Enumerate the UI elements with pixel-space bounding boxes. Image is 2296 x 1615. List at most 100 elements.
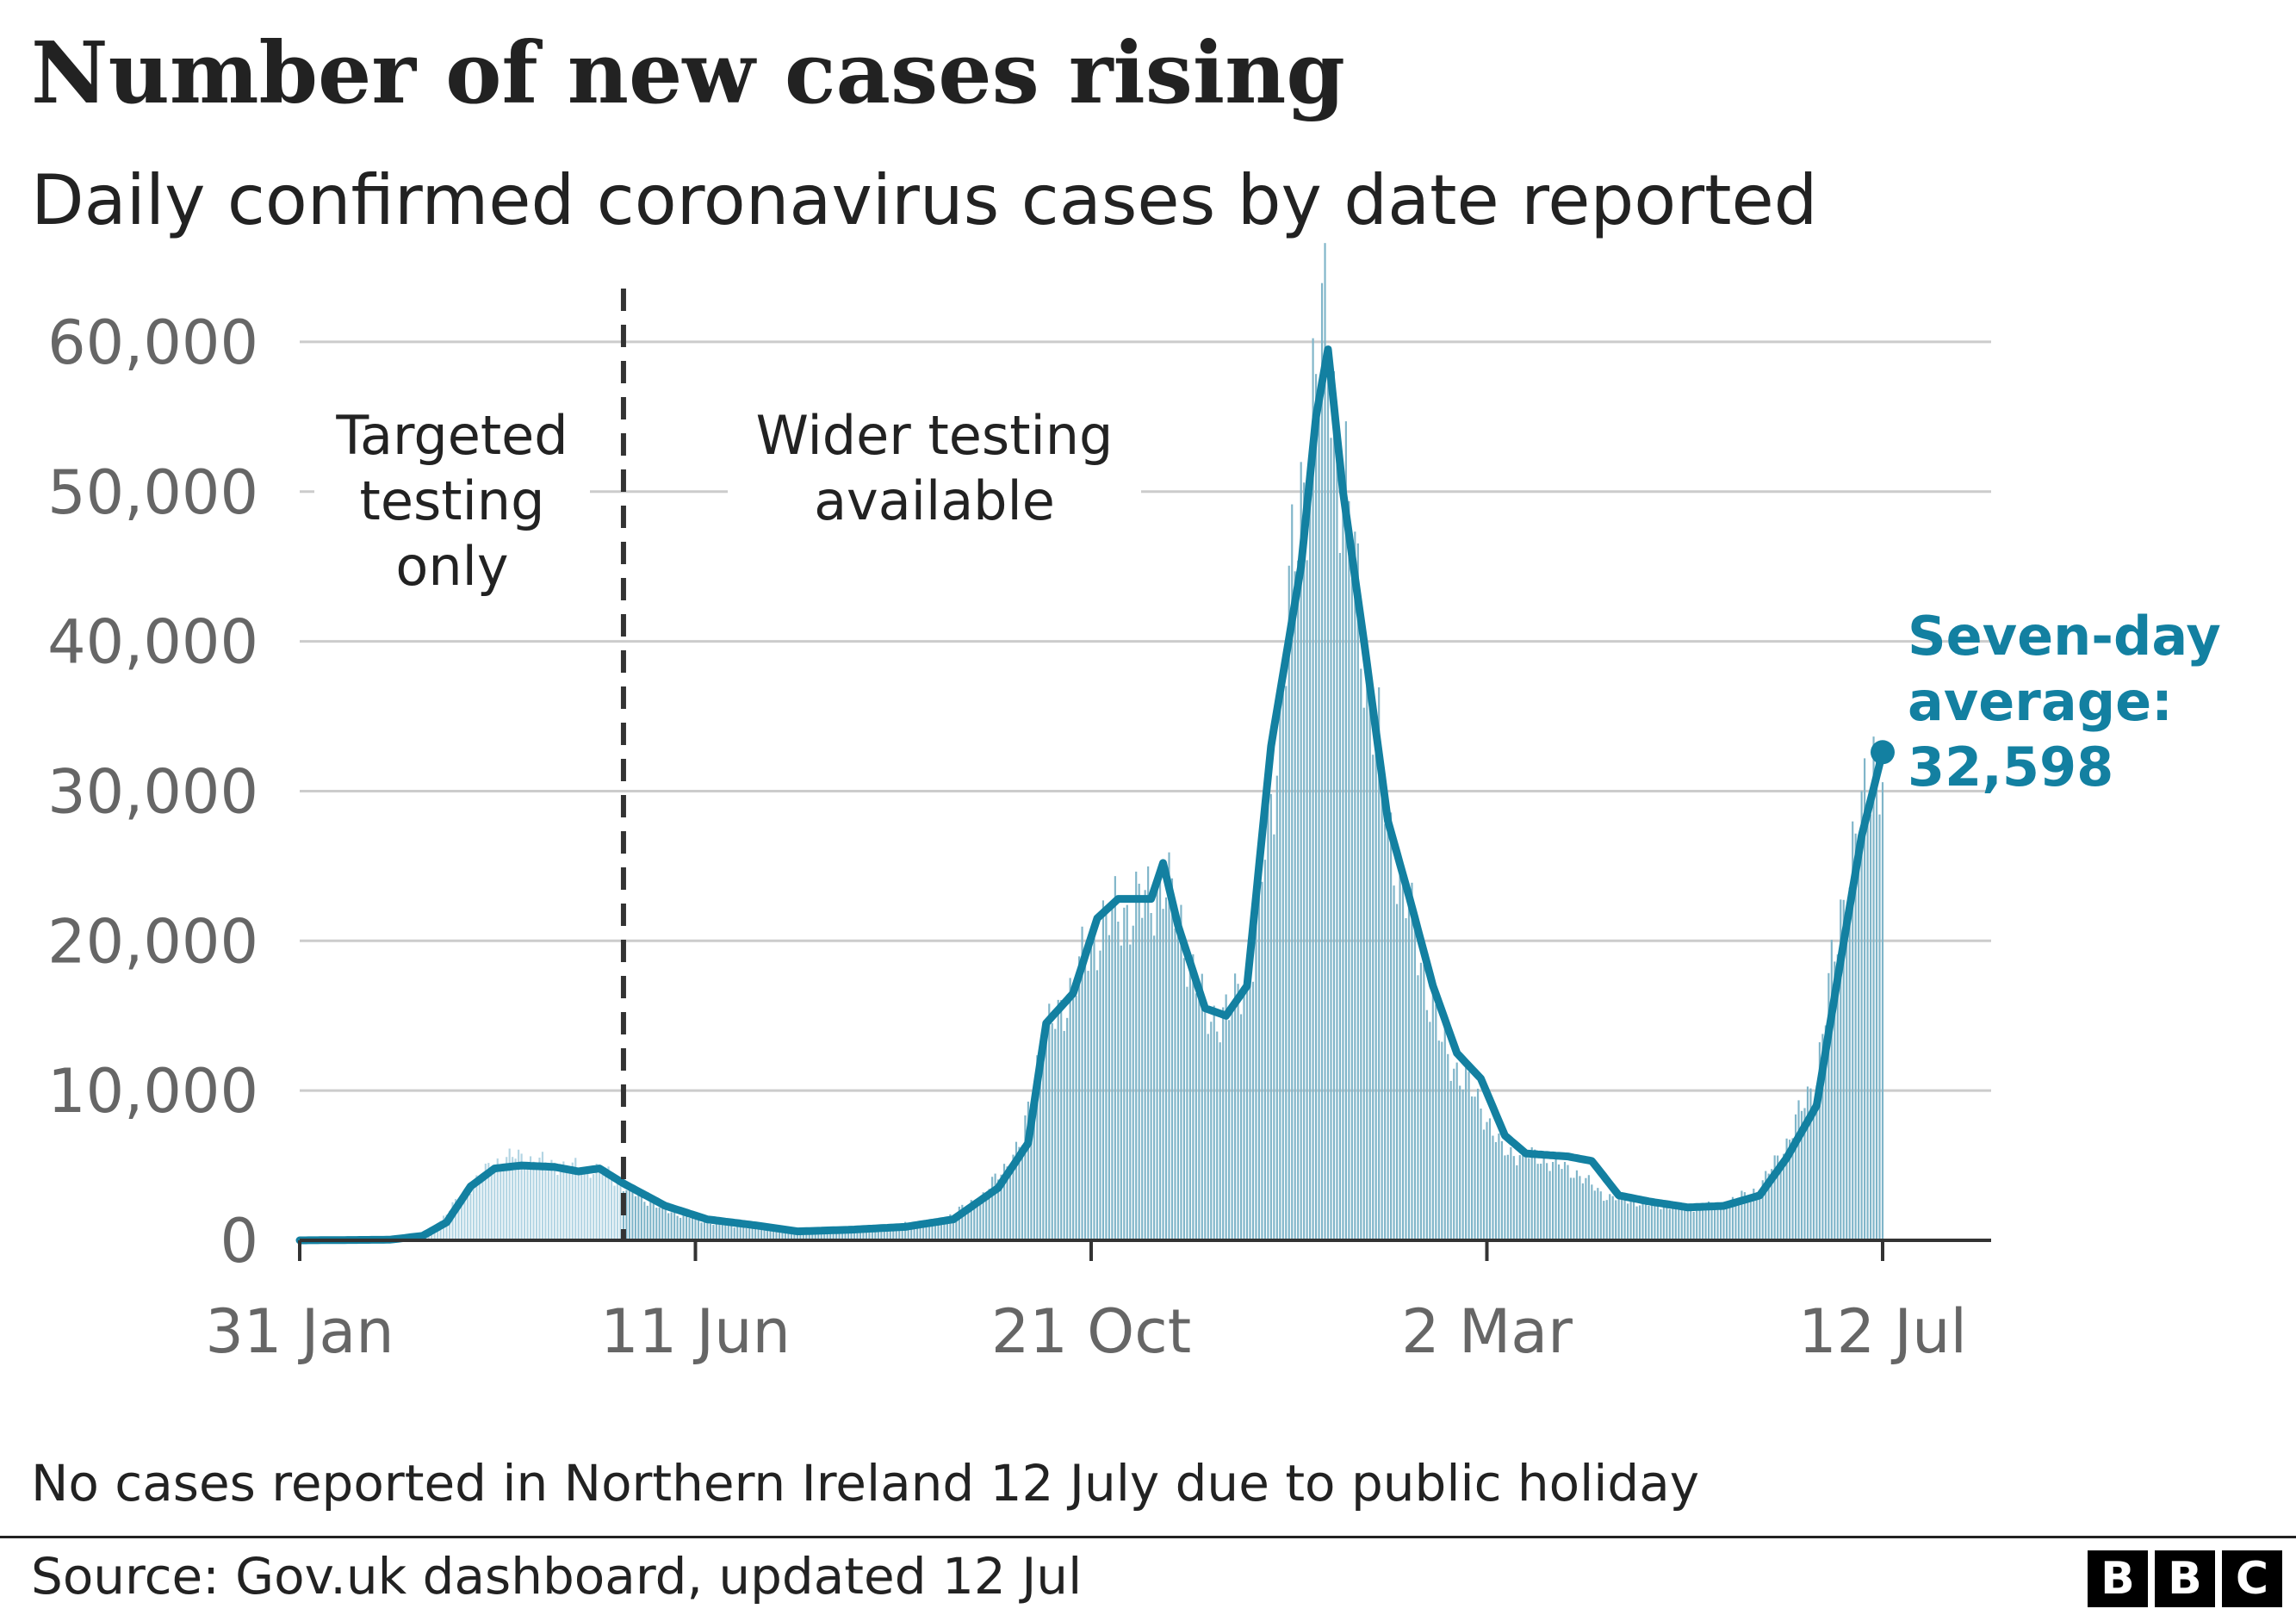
daily-bar <box>1650 1202 1654 1240</box>
daily-bar <box>808 1230 810 1240</box>
daily-bar <box>823 1231 826 1240</box>
daily-bar <box>1708 1201 1710 1240</box>
daily-bar <box>994 1173 996 1240</box>
daily-bar <box>1216 1031 1219 1240</box>
daily-bar <box>1222 1007 1225 1240</box>
daily-bar <box>703 1221 706 1240</box>
daily-bar <box>844 1229 847 1240</box>
daily-bar <box>1033 1090 1035 1240</box>
daily-bar <box>1834 961 1836 1240</box>
daily-bar <box>1710 1202 1713 1240</box>
daily-bar <box>562 1161 565 1240</box>
daily-bar <box>1210 1022 1213 1240</box>
daily-bar <box>1846 930 1848 1240</box>
daily-bar <box>688 1218 691 1240</box>
daily-bar <box>1198 994 1201 1240</box>
x-axis-ticks: 31 Jan 11 Jun 21 Oct 2 Mar 12 Jul <box>205 1240 1967 1367</box>
y-tick-label: 50,000 <box>47 457 258 528</box>
daily-bar <box>679 1217 682 1240</box>
daily-bar <box>676 1215 679 1240</box>
daily-bar <box>490 1171 493 1240</box>
daily-bar <box>940 1221 943 1240</box>
daily-bar <box>682 1214 685 1240</box>
daily-bar <box>868 1227 871 1240</box>
daily-bar <box>1417 975 1419 1240</box>
daily-bar <box>1443 1028 1446 1240</box>
daily-bar <box>616 1180 619 1240</box>
daily-bar <box>1060 1000 1063 1240</box>
daily-bar <box>1374 728 1377 1240</box>
daily-bar <box>748 1227 751 1240</box>
daily-bar <box>1678 1203 1680 1240</box>
daily-bar <box>925 1221 928 1240</box>
daily-bar <box>712 1225 715 1240</box>
daily-bar <box>1666 1204 1668 1240</box>
daily-bar <box>1609 1194 1611 1240</box>
daily-bar <box>1806 1086 1809 1240</box>
daily-bar <box>1759 1193 1761 1240</box>
daily-bar <box>1773 1155 1776 1240</box>
daily-bar <box>1629 1200 1632 1240</box>
daily-bar <box>550 1159 553 1240</box>
daily-bar <box>1546 1163 1548 1240</box>
daily-bar <box>1239 1014 1243 1240</box>
daily-bar <box>1455 1062 1458 1240</box>
daily-bar <box>1686 1204 1689 1240</box>
daily-bar <box>736 1227 739 1240</box>
daily-bar <box>976 1204 978 1240</box>
daily-bar <box>673 1211 676 1240</box>
daily-bar <box>892 1224 895 1240</box>
daily-bar <box>1593 1190 1596 1240</box>
daily-bar <box>1129 944 1132 1240</box>
daily-bar <box>1635 1206 1638 1240</box>
daily-bar <box>1012 1154 1015 1240</box>
daily-bar <box>514 1158 517 1240</box>
daily-bar <box>958 1206 960 1240</box>
daily-bar <box>1015 1141 1018 1240</box>
daily-bar <box>1662 1205 1665 1240</box>
daily-bar <box>922 1223 925 1240</box>
daily-bar <box>1621 1193 1623 1240</box>
daily-bar <box>1644 1202 1648 1240</box>
daily-bar <box>1518 1155 1521 1240</box>
daily-bar <box>1765 1171 1767 1240</box>
daily-bar <box>1348 500 1350 1240</box>
daily-bar <box>1524 1155 1527 1240</box>
daily-bar <box>439 1221 442 1240</box>
daily-bar <box>1812 1103 1815 1240</box>
daily-bar <box>778 1230 781 1240</box>
daily-bar <box>559 1171 562 1240</box>
daily-bar <box>787 1231 790 1240</box>
daily-bar <box>1548 1171 1551 1240</box>
daily-bar <box>544 1162 547 1240</box>
daily-bar <box>733 1227 735 1240</box>
daily-bar <box>1755 1192 1758 1240</box>
daily-bar <box>850 1227 853 1240</box>
region-label-line: Wider testing <box>756 404 1114 467</box>
daily-bar <box>1512 1156 1515 1240</box>
daily-bar <box>1077 956 1081 1240</box>
daily-bar <box>1089 934 1093 1240</box>
daily-bar <box>718 1221 721 1240</box>
daily-bar <box>877 1227 879 1240</box>
daily-bar <box>1213 1005 1215 1240</box>
daily-bar <box>1674 1202 1677 1240</box>
daily-bar <box>1087 971 1089 1240</box>
daily-bar <box>463 1190 466 1240</box>
daily-bar <box>655 1208 658 1240</box>
y-tick-label: 30,000 <box>47 756 258 827</box>
daily-bar <box>568 1171 571 1240</box>
daily-bar <box>1809 1088 1812 1240</box>
daily-bar <box>1300 462 1302 1240</box>
daily-bar <box>961 1204 964 1240</box>
daily-bar <box>874 1226 877 1240</box>
daily-bar <box>637 1194 640 1240</box>
daily-bar <box>1269 793 1272 1240</box>
daily-bar <box>817 1229 820 1240</box>
daily-bar <box>886 1227 889 1240</box>
daily-bar <box>1350 578 1353 1240</box>
daily-bar <box>1567 1165 1569 1240</box>
daily-bar <box>1141 917 1144 1240</box>
daily-bar <box>1288 565 1290 1240</box>
daily-bar <box>512 1157 514 1240</box>
